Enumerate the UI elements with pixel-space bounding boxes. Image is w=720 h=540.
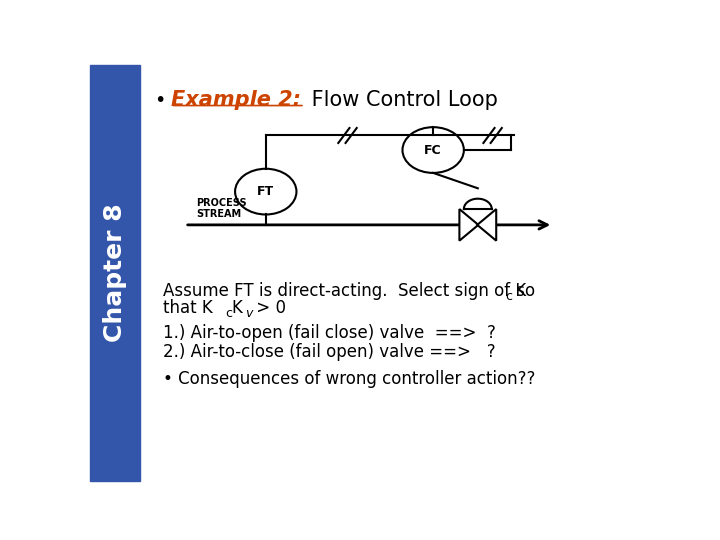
- Polygon shape: [459, 209, 478, 241]
- Text: FT: FT: [257, 185, 274, 198]
- Text: Example 2:: Example 2:: [171, 90, 301, 110]
- Text: 2.) Air-to-close (fail open) valve ==>   ?: 2.) Air-to-close (fail open) valve ==> ?: [163, 343, 495, 361]
- Text: Chapter 8: Chapter 8: [103, 204, 127, 342]
- Text: • Consequences of wrong controller action??: • Consequences of wrong controller actio…: [163, 370, 535, 388]
- Text: c: c: [225, 307, 233, 320]
- Text: PROCESS
STREAM: PROCESS STREAM: [196, 198, 247, 219]
- Text: FC: FC: [424, 144, 442, 157]
- Text: 1.) Air-to-open (fail close) valve  ==>  ?: 1.) Air-to-open (fail close) valve ==> ?: [163, 324, 495, 342]
- Text: Assume FT is direct-acting.  Select sign of K: Assume FT is direct-acting. Select sign …: [163, 282, 526, 300]
- Text: K: K: [231, 299, 242, 317]
- FancyBboxPatch shape: [90, 65, 140, 481]
- Text: so: so: [511, 282, 536, 300]
- Text: that K: that K: [163, 299, 212, 317]
- Text: c: c: [505, 290, 513, 303]
- Text: Flow Control Loop: Flow Control Loop: [305, 90, 498, 110]
- Text: > 0: > 0: [251, 299, 286, 317]
- Text: v: v: [245, 307, 253, 320]
- Text: •: •: [154, 91, 166, 110]
- Circle shape: [235, 168, 297, 214]
- Circle shape: [402, 127, 464, 173]
- Polygon shape: [477, 209, 496, 241]
